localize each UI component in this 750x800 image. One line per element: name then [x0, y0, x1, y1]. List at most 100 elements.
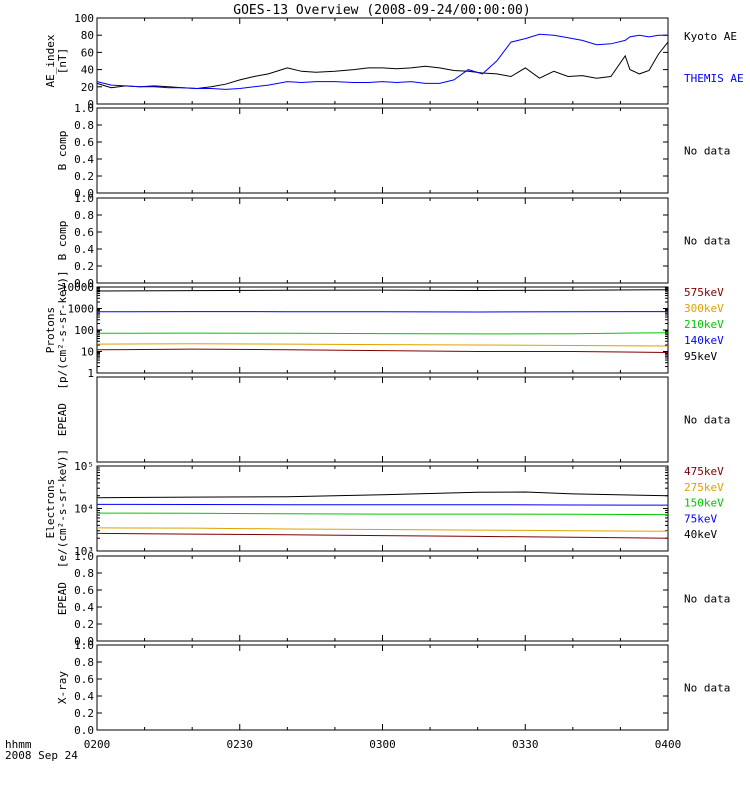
y-tick-label: 60 [81, 46, 94, 59]
y-tick-label: 0.4 [74, 243, 94, 256]
time-tick-label: 0330 [512, 738, 539, 751]
panel-xray: 0.0 0.2 0.4 0.6 0.8 1.0 X-ray No data [56, 639, 730, 737]
panel-frame [96, 197, 669, 284]
y-tick-label: 0.2 [74, 260, 94, 273]
series-label: 275keV [684, 481, 724, 494]
y-tick-label: 0.6 [74, 673, 94, 686]
panel-electrons: 10³ 10⁴ 10⁵ Electrons [e/(cm²-s-sr-keV)] 475k… [44, 449, 724, 568]
y-axis-label: Protons [44, 307, 57, 353]
time-axis-label-date: 2008 Sep 24 [5, 749, 78, 762]
y-tick-label: 100 [74, 324, 94, 337]
panels-group: 0 20 40 60 80 100 AE_index [nT] Kyoto AE THEMIS A… [44, 12, 744, 737]
y-axis-label: EPEAD [56, 582, 69, 615]
time-tick-label: 0400 [655, 738, 682, 751]
time-tick-label: 0300 [369, 738, 396, 751]
series-label: No data [684, 235, 730, 248]
y-axis-label: [p/(cm²-s-sr-keV)] [56, 270, 69, 389]
panel-frame [96, 17, 669, 105]
y-tick-label: 0.4 [74, 601, 94, 614]
panel-frame [96, 107, 669, 194]
y-tick-label: 0.8 [74, 119, 94, 132]
y-axis-label: B comp [56, 221, 69, 261]
series-label: 575keV [684, 286, 724, 299]
series-label: THEMIS AE [684, 72, 744, 85]
y-tick-label: 10³ [74, 545, 94, 558]
y-tick-label: 1.0 [74, 192, 94, 205]
y-tick-label: 1 [87, 367, 94, 380]
y-tick-label: 0.0 [74, 187, 94, 200]
y-axis-label: X-ray [56, 671, 69, 704]
panel-bcomp1: 0.0 0.2 0.4 0.6 0.8 1.0 B comp No data [56, 102, 730, 200]
series-label: 40keV [684, 528, 717, 541]
y-tick-label: 0.2 [74, 618, 94, 631]
series-line-40kev [96, 491, 669, 499]
series-line-575kev [96, 348, 669, 353]
y-tick-label: 1000 [68, 303, 95, 316]
series-label: Kyoto AE [684, 30, 737, 43]
series-label: No data [684, 682, 730, 695]
series-line-210kev [96, 332, 669, 335]
series-label: 150keV [684, 497, 724, 510]
y-tick-label: 0.8 [74, 656, 94, 669]
y-tick-label: 20 [81, 81, 94, 94]
series-line-275kev [96, 527, 669, 532]
y-tick-label: 10000 [61, 281, 94, 294]
series-label: 300keV [684, 302, 724, 315]
panel-epead2: 0.0 0.2 0.4 0.6 0.8 1.0 EPEAD No data [56, 550, 730, 648]
y-tick-label: 10 [81, 346, 94, 359]
panel-ae: 0 20 40 60 80 100 AE_index [nT] Kyoto AE THEMIS A… [44, 12, 744, 111]
y-tick-label: 0 [87, 98, 94, 111]
panel-frame [96, 376, 669, 463]
series-label: 140keV [684, 334, 724, 347]
panel-frame [96, 555, 669, 642]
y-tick-label: 1.0 [74, 102, 94, 115]
series-line-300kev [96, 343, 669, 347]
y-tick-label: 80 [81, 29, 94, 42]
series-label: No data [684, 414, 730, 427]
series-label: 75keV [684, 512, 717, 525]
y-tick-label: 0.6 [74, 226, 94, 239]
panel-frame [96, 465, 669, 552]
series-line-themis-ae [96, 33, 668, 90]
series-label: No data [684, 145, 730, 158]
y-axis-label: AE_index [44, 34, 57, 87]
y-axis-label: [nT] [56, 48, 69, 75]
series-label: 475keV [684, 465, 724, 478]
panel-frame [96, 644, 669, 731]
y-axis-label: Electrons [44, 479, 57, 539]
series-line-475kev [96, 532, 669, 539]
y-tick-label: 1.0 [74, 550, 94, 563]
y-tick-label: 0.8 [74, 209, 94, 222]
time-axis-label-hhmm: hhmm [5, 738, 32, 751]
series-label: 95keV [684, 350, 717, 363]
panel-bcomp2: 0.0 0.2 0.4 0.6 0.8 1.0 B comp No data [56, 192, 730, 290]
panel-protons: 1 10 100 1000 10000 Protons [p/(cm²-s-sr-keV)]… [44, 270, 724, 389]
y-axis-label: EPEAD [56, 403, 69, 436]
y-tick-label: 0.4 [74, 153, 94, 166]
panel-epead1: EPEAD No data [56, 376, 730, 463]
y-tick-label: 0.0 [74, 724, 94, 737]
y-tick-label: 1.0 [74, 639, 94, 652]
series-line-95kev [96, 289, 669, 292]
y-tick-label: 0.6 [74, 584, 94, 597]
y-tick-label: 0.0 [74, 277, 94, 290]
series-line-75kev [96, 503, 669, 506]
y-tick-label: 0.2 [74, 707, 94, 720]
series-label: 210keV [684, 318, 724, 331]
panel-frame [96, 286, 669, 374]
figure-title: GOES-13 Overview (2008-09-24/00:00:00) [233, 3, 530, 18]
series-label: No data [684, 593, 730, 606]
y-tick-label: 0.0 [74, 635, 94, 648]
y-tick-label: 0.8 [74, 567, 94, 580]
y-tick-label: 0.6 [74, 136, 94, 149]
series-line-150kev [96, 512, 669, 516]
time-tick-label: 0230 [227, 738, 254, 751]
y-tick-label: 100 [74, 12, 94, 25]
y-tick-label: 10⁵ [74, 460, 94, 473]
y-tick-label: 40 [81, 64, 94, 77]
y-tick-label: 0.2 [74, 170, 94, 183]
y-axis-label: [e/(cm²-s-sr-keV)] [56, 449, 69, 568]
y-axis-label: B comp [56, 131, 69, 171]
y-tick-label: 0.4 [74, 690, 94, 703]
